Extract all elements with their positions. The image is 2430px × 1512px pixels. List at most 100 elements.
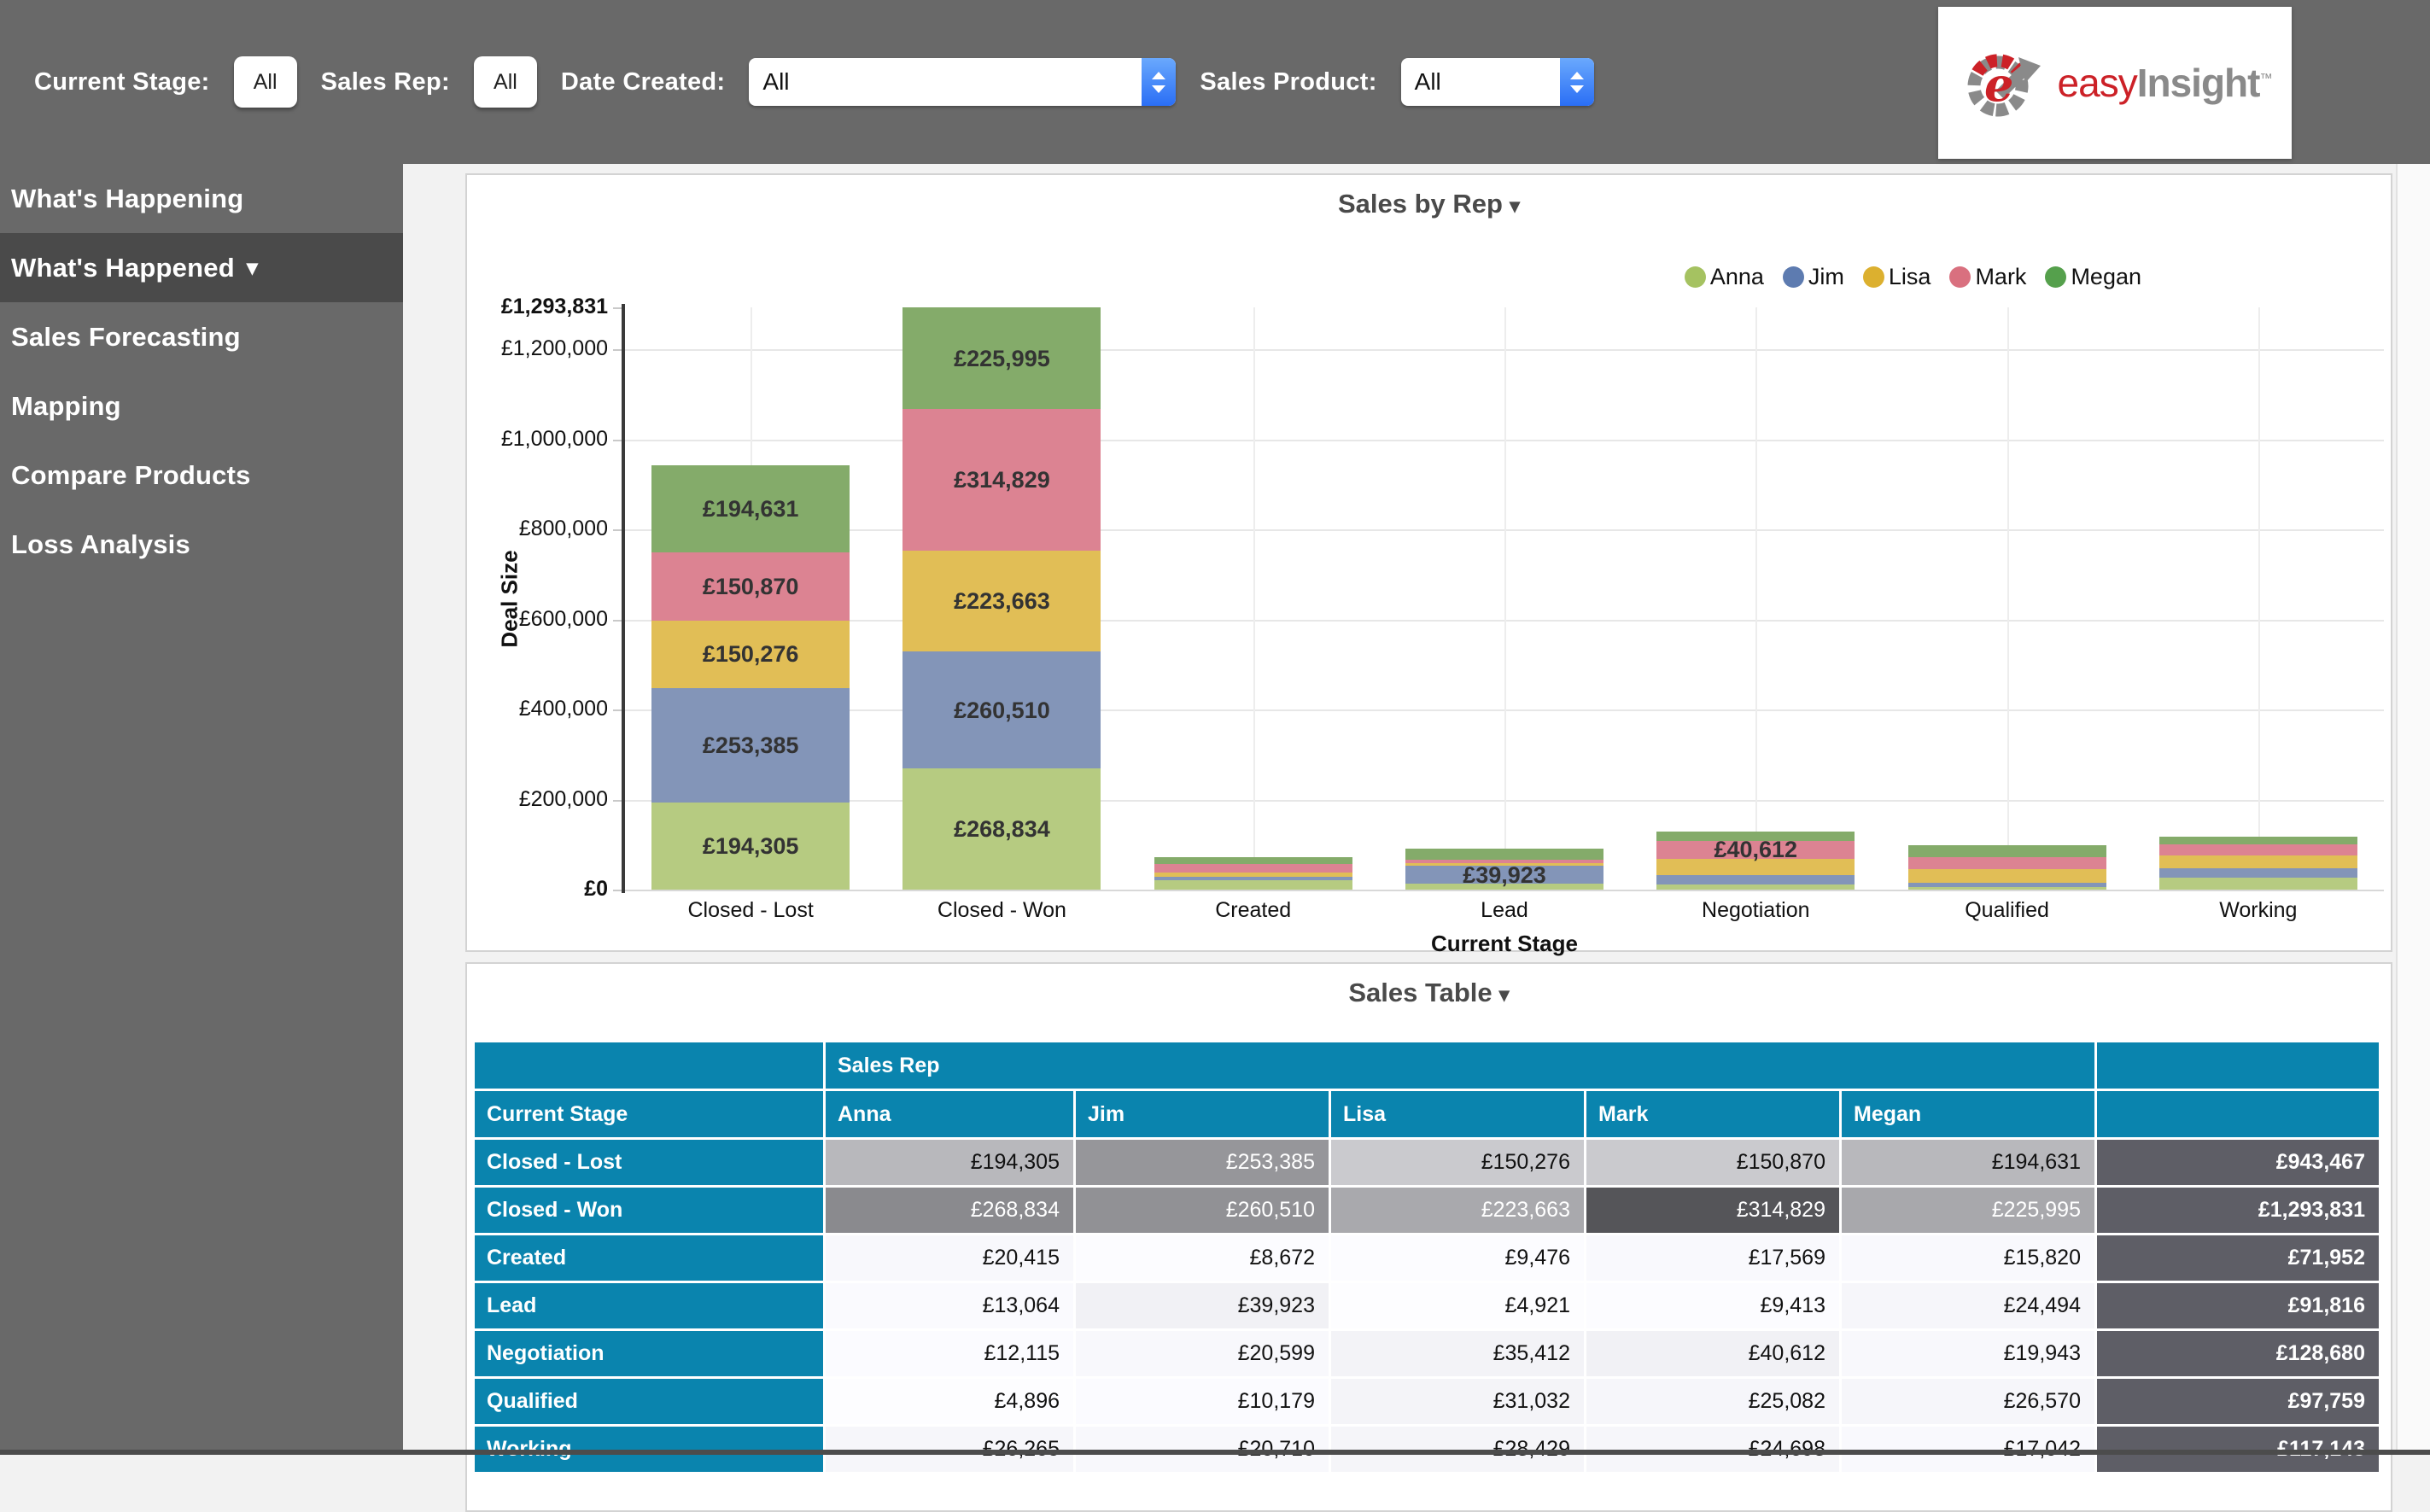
legend-label: Mark: [1975, 264, 2027, 289]
bar-segment-mark[interactable]: [651, 552, 850, 621]
brand-easy: easy: [2057, 61, 2138, 105]
bar-segment-anna[interactable]: [902, 768, 1101, 890]
table-row-total-cell: £1,293,831: [2097, 1188, 2379, 1233]
table-row-stage-label: Negotiation: [475, 1331, 823, 1376]
filter-button-current-stage[interactable]: All: [233, 56, 297, 108]
x-axis-tick-label: Closed - Won: [937, 898, 1066, 922]
table-title[interactable]: Sales Table ▾: [467, 978, 2391, 1008]
bar-segment-mark[interactable]: [1154, 864, 1352, 873]
bar-segment-value-label: £150,276: [702, 641, 799, 668]
legend-swatch-icon: [1862, 266, 1884, 288]
table-col-header-mark: Mark: [1586, 1091, 1839, 1137]
bar-segment-lisa[interactable]: [651, 620, 850, 689]
bar-segment-anna[interactable]: [1907, 887, 2106, 890]
filter-label-sales-product: Sales Product:: [1200, 67, 1377, 96]
bar-segment-jim[interactable]: [1907, 883, 2106, 888]
table-value-cell: £8,672: [1076, 1235, 1329, 1281]
legend-item-megan[interactable]: Megan: [2045, 264, 2141, 290]
table-col-header-lisa: Lisa: [1331, 1091, 1584, 1137]
legend-swatch-icon: [1949, 266, 1971, 288]
x-axis-tick-label: Created: [1215, 898, 1292, 922]
sidebar-item-compare-products[interactable]: Compare Products: [0, 441, 403, 510]
sidebar-item-what-s-happened[interactable]: What's Happened ▾: [0, 233, 403, 302]
y-axis-tick-label: £1,000,000: [500, 426, 608, 451]
bar-segment-megan[interactable]: [2158, 837, 2357, 845]
y-axis-tick-mark: [613, 307, 623, 309]
bar-segment-megan[interactable]: [1154, 857, 1352, 865]
bar-segment-megan[interactable]: [902, 307, 1101, 410]
bar-segment-mark[interactable]: [902, 409, 1101, 552]
bar-segment-jim[interactable]: [1656, 874, 1855, 884]
bar-segment-mark[interactable]: [2158, 844, 2357, 856]
legend-item-lisa[interactable]: Lisa: [1862, 264, 1931, 290]
bar-segment-megan[interactable]: [1656, 832, 1855, 841]
chevron-down-icon: [1152, 85, 1166, 93]
bar-segment-jim[interactable]: [2158, 868, 2357, 879]
bar-segment-lisa[interactable]: [1154, 872, 1352, 877]
table-value-cell: £40,612: [1586, 1331, 1839, 1376]
table-value-cell: £13,064: [826, 1283, 1073, 1328]
bar-segment-anna[interactable]: [1405, 884, 1603, 890]
chart-title[interactable]: Sales by Rep ▾: [467, 189, 2391, 219]
bar-segment-megan[interactable]: [1405, 848, 1603, 860]
window-bottom-edge: [0, 1450, 2430, 1455]
sidebar-item-mapping[interactable]: Mapping: [0, 371, 403, 441]
legend-item-jim[interactable]: Jim: [1782, 264, 1844, 290]
sidebar-item-label: Sales Forecasting: [11, 321, 241, 352]
table-value-cell: £253,385: [1076, 1140, 1329, 1185]
y-axis-tick-label: £1,200,000: [500, 336, 608, 361]
y-axis-tick-mark: [613, 619, 623, 622]
bar-segment-lisa[interactable]: [2158, 855, 2357, 869]
bar-segment-mark[interactable]: [1405, 859, 1603, 864]
y-axis: [622, 304, 625, 893]
chevron-down-icon: [1569, 85, 1584, 93]
legend-item-anna[interactable]: Anna: [1684, 264, 1764, 290]
bar-segment-jim[interactable]: [1154, 876, 1352, 881]
bar-segment-lisa[interactable]: [1656, 859, 1855, 875]
table-row-total-cell: £943,467: [2097, 1140, 2379, 1185]
sidebar-item-what-s-happening[interactable]: What's Happening: [0, 164, 403, 233]
sales-by-rep-chart-panel: Sales by Rep ▾ Anna Jim Lisa Mark Megan £0 £20…: [465, 173, 2392, 956]
table-value-cell: £4,896: [826, 1379, 1073, 1424]
table-title-text: Sales Table: [1348, 978, 1492, 1007]
y-axis-tick-label: £800,000: [518, 517, 608, 541]
sidebar-item-sales-forecasting[interactable]: Sales Forecasting: [0, 302, 403, 371]
filter-select-sales-product[interactable]: All: [1400, 58, 1594, 106]
table-value-cell: £194,305: [826, 1140, 1073, 1185]
bar-segment-lisa[interactable]: [1405, 863, 1603, 867]
x-axis-tick-label: Negotiation: [1702, 898, 1810, 922]
legend-item-mark[interactable]: Mark: [1949, 264, 2026, 290]
bar-segment-anna[interactable]: [2158, 878, 2357, 890]
y-axis-tick-label: £200,000: [518, 786, 608, 811]
y-axis-tick-mark: [613, 349, 623, 352]
table-col-header-current-stage: Current Stage: [475, 1091, 823, 1137]
bar-stack-negotiation: £40,612: [1656, 307, 1855, 890]
x-axis-tick-label: Lead: [1481, 898, 1528, 922]
legend-label: Megan: [2071, 264, 2141, 289]
bar-segment-jim[interactable]: [1405, 866, 1603, 884]
bar-segment-megan[interactable]: [1907, 845, 2106, 858]
bar-segment-anna[interactable]: [1656, 884, 1855, 890]
bar-segment-jim[interactable]: [902, 651, 1101, 769]
sidebar-item-label: Loss Analysis: [11, 528, 190, 559]
sidebar-item-loss-analysis[interactable]: Loss Analysis: [0, 510, 403, 579]
bar-segment-anna[interactable]: [1154, 880, 1352, 890]
legend-swatch-icon: [1684, 266, 1706, 288]
bar-segment-jim[interactable]: [651, 688, 850, 803]
table-row-total-cell: £91,816: [2097, 1283, 2379, 1328]
bar-segment-megan[interactable]: [651, 464, 850, 553]
table-value-cell: £17,569: [1586, 1235, 1839, 1281]
filter-select-date-created[interactable]: All: [749, 58, 1177, 106]
bar-segment-mark[interactable]: [1907, 857, 2106, 869]
table-value-cell: £314,829: [1586, 1188, 1839, 1233]
bar-segment-lisa[interactable]: [902, 551, 1101, 651]
bar-segment-anna[interactable]: [651, 802, 850, 890]
y-axis-title: Deal Size: [496, 550, 523, 648]
filter-button-sales-rep[interactable]: All: [473, 56, 537, 108]
table-value-cell: £150,276: [1331, 1140, 1584, 1185]
bar-segment-mark[interactable]: [1656, 840, 1855, 860]
vertical-scrollbar[interactable]: [2396, 164, 2430, 1455]
bar-segment-value-label: £225,995: [954, 345, 1050, 371]
x-axis-tick-label: Closed - Lost: [687, 898, 814, 922]
bar-segment-lisa[interactable]: [1907, 868, 2106, 884]
